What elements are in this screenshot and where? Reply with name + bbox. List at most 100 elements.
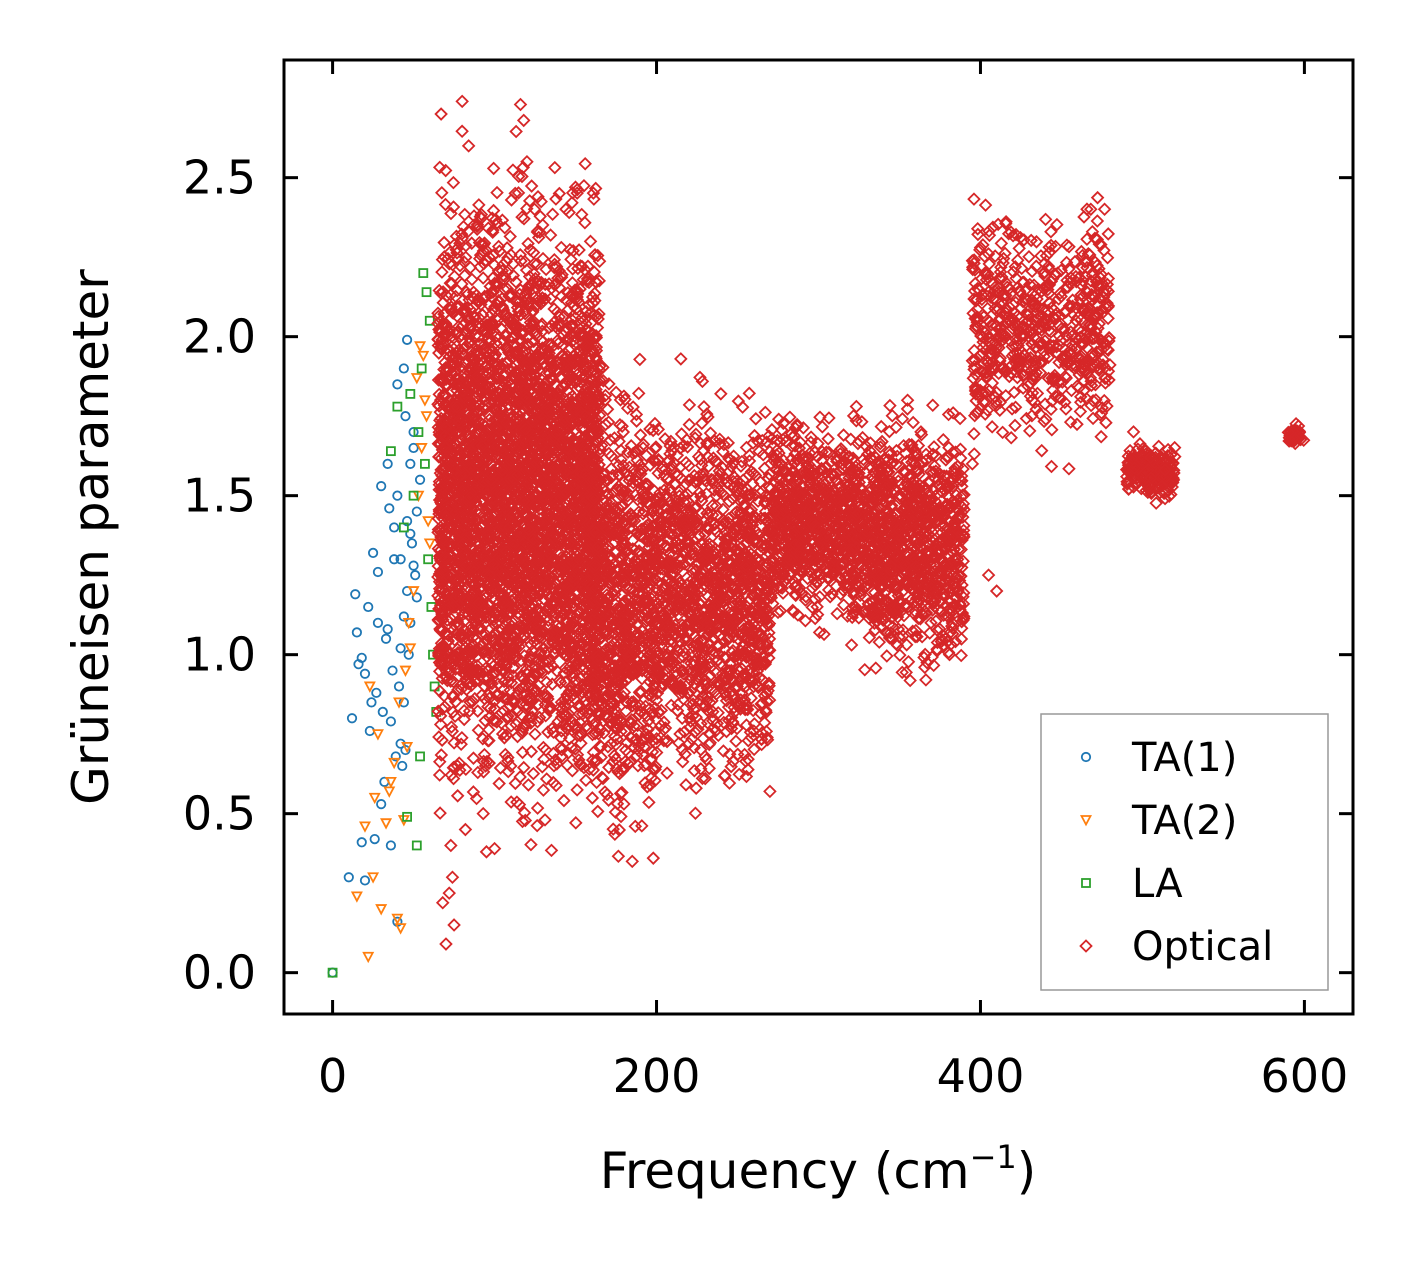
data-point xyxy=(454,328,469,342)
data-point xyxy=(389,522,400,533)
data-point xyxy=(547,758,561,773)
data-point xyxy=(411,840,422,851)
data-point xyxy=(359,668,371,679)
data-point xyxy=(442,441,457,455)
data-point xyxy=(362,951,375,964)
data-point xyxy=(423,554,434,565)
data-point xyxy=(492,776,506,791)
data-point xyxy=(397,760,408,772)
data-point xyxy=(547,252,562,267)
data-point xyxy=(444,720,459,734)
data-point xyxy=(480,672,495,686)
data-point xyxy=(385,840,396,851)
data-point xyxy=(536,251,550,266)
data-point xyxy=(486,161,501,176)
data-point xyxy=(499,327,513,342)
data-point xyxy=(531,190,545,204)
data-point xyxy=(408,560,419,571)
data-point xyxy=(446,771,461,786)
data-point xyxy=(413,427,424,437)
data-point xyxy=(435,185,449,200)
data-point xyxy=(391,913,404,926)
data-point xyxy=(421,287,432,298)
data-point xyxy=(516,760,531,775)
data-point xyxy=(492,244,507,258)
data-point xyxy=(390,751,401,762)
data-point xyxy=(371,729,384,741)
data-point xyxy=(411,506,422,517)
data-point xyxy=(575,622,589,637)
data-point xyxy=(424,315,435,326)
data-point xyxy=(511,186,526,200)
data-point xyxy=(415,443,428,455)
data-point xyxy=(545,721,559,736)
data-point xyxy=(609,385,623,400)
data-point xyxy=(408,442,419,454)
data-point xyxy=(565,195,579,210)
data-point xyxy=(402,811,412,822)
data-point xyxy=(367,872,380,884)
data-point xyxy=(372,566,384,578)
data-point xyxy=(509,124,523,139)
data-point xyxy=(458,315,472,330)
data-point xyxy=(578,156,592,171)
data-point xyxy=(457,207,472,222)
data-point xyxy=(466,751,481,765)
data-point xyxy=(549,192,563,206)
series-optical xyxy=(431,94,1311,951)
data-point xyxy=(485,211,500,225)
data-point xyxy=(525,704,539,719)
data-point xyxy=(631,386,646,401)
data-point xyxy=(376,481,387,492)
data-point xyxy=(569,816,583,830)
data-point xyxy=(327,967,338,978)
data-point xyxy=(497,220,512,235)
data-point xyxy=(446,175,461,190)
data-point xyxy=(411,592,422,603)
data-point xyxy=(363,681,376,693)
data-point xyxy=(434,748,449,762)
data-point xyxy=(393,681,405,692)
data-point xyxy=(359,875,371,886)
data-point xyxy=(404,643,417,655)
data-point xyxy=(572,707,587,721)
data-point xyxy=(405,388,416,399)
data-point xyxy=(435,733,449,747)
data-point xyxy=(538,277,553,292)
data-point xyxy=(343,872,354,883)
data-point xyxy=(435,265,449,279)
data-point xyxy=(418,395,431,407)
data-point xyxy=(541,725,555,739)
data-point xyxy=(448,709,462,724)
data-point xyxy=(382,458,393,469)
data-point xyxy=(472,198,486,212)
data-point xyxy=(376,799,387,810)
data-point xyxy=(415,751,425,762)
data-point xyxy=(455,124,469,139)
data-point xyxy=(393,697,405,709)
data-point xyxy=(410,570,421,581)
data-point xyxy=(570,783,584,797)
data-point xyxy=(583,234,598,249)
data-point xyxy=(369,833,380,845)
data-point xyxy=(414,341,427,353)
data-point xyxy=(387,665,398,676)
data-point xyxy=(371,687,382,698)
data-point xyxy=(538,604,553,618)
data-point xyxy=(433,717,448,732)
data-point xyxy=(364,725,375,737)
data-point xyxy=(392,379,403,390)
data-point xyxy=(358,821,371,833)
data-point xyxy=(543,699,557,714)
data-point xyxy=(470,704,485,718)
data-point xyxy=(544,843,559,858)
data-point xyxy=(377,706,388,718)
data-point xyxy=(405,458,416,469)
data-point xyxy=(526,766,541,781)
data-point xyxy=(383,786,396,798)
data-point xyxy=(384,776,397,789)
data-point xyxy=(450,789,465,803)
data-point xyxy=(470,219,484,234)
data-point xyxy=(400,744,411,756)
